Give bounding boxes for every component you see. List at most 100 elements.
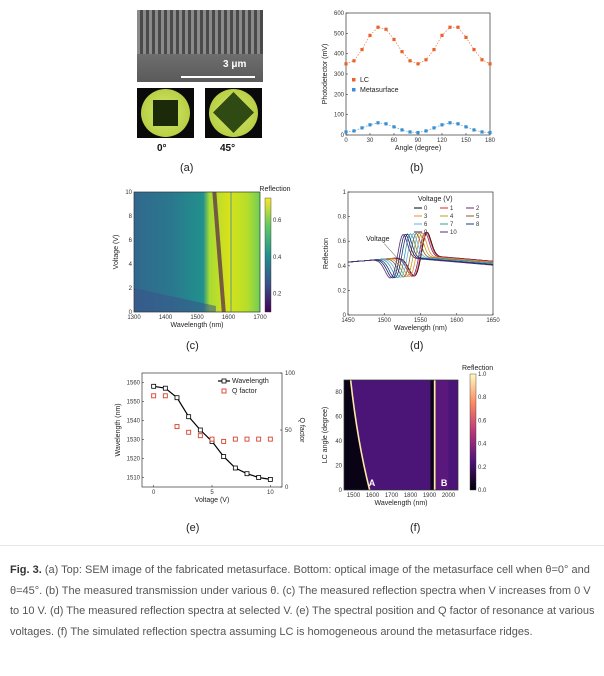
scale-bar-label: 3 μm [223, 59, 247, 70]
q-factor-point [232, 436, 238, 442]
y-tick-label: 40 [335, 439, 342, 445]
x-tick-label: 1450 [341, 318, 355, 324]
legend-label-3: 3 [424, 214, 428, 220]
legend-title: Voltage (V) [418, 196, 453, 203]
colorbar [264, 197, 272, 313]
legend-label-q-factor: Q factor [232, 388, 258, 395]
x-tick-label: 1700 [385, 493, 399, 499]
data-point-Metasurface [480, 130, 484, 134]
wavelength-point [162, 385, 168, 391]
data-point-Metasurface [392, 125, 396, 129]
y-axis-title: Wavelength (nm) [115, 403, 122, 456]
annotation-b: B [441, 478, 448, 488]
x-tick-label: 1600 [366, 493, 380, 499]
chart-c: 1300 1400 1500 1600 1700 0 2 4 6 8 10 Wavelength (n… [113, 186, 291, 329]
legend-label-10: 10 [450, 230, 457, 236]
right-region [435, 380, 449, 490]
y-tick-label: 0 [343, 313, 347, 319]
x-tick-label: 1500 [347, 493, 361, 499]
x-axis-title: Voltage (V) [195, 497, 230, 504]
heatmap-background [134, 192, 260, 312]
figure-caption: Fig. 3. (a) Top: SEM image of the fabric… [10, 560, 595, 642]
q-factor-point [209, 436, 215, 442]
colorbar-tick-label: 0.6 [273, 218, 282, 224]
caption-separator [0, 545, 604, 546]
q-factor-point [244, 436, 250, 442]
y-tick-label: 6 [129, 238, 133, 244]
voltage-arrow [384, 243, 399, 260]
wavelength-point [174, 395, 180, 401]
y-axis-title: LC angle (degree) [322, 407, 329, 463]
legend-label-LC: LC [360, 77, 369, 84]
data-point-LC [352, 59, 356, 63]
data-point-Metasurface [416, 130, 420, 135]
panel-label-b: (b) [410, 162, 424, 174]
data-point-Metasurface [352, 129, 356, 133]
wavelength-point [232, 465, 238, 471]
q-factor-point [221, 438, 227, 444]
y-tick-label: 1540 [127, 419, 141, 425]
optical-image-0deg [137, 88, 194, 138]
data-point-Metasurface [344, 130, 348, 134]
colorbar-tick-label: 0.0 [478, 488, 487, 494]
y2-axis-title: Q factor [298, 418, 305, 444]
data-point-LC [432, 48, 436, 52]
legend-label-wavelength: Wavelength [232, 378, 269, 385]
series-line-10V [347, 233, 494, 279]
legend-label-0: 0 [424, 206, 428, 212]
wavelength-line [153, 385, 271, 480]
colorbar-title: Reflection [462, 365, 493, 372]
data-point-Metasurface [488, 130, 492, 135]
y-tick-label: 600 [334, 11, 345, 17]
x-tick-label: 60 [391, 138, 398, 144]
figure-label: Fig. 3. [10, 564, 42, 576]
data-point-LC [392, 37, 396, 42]
y-tick-label: 0.6 [338, 239, 347, 245]
legend-marker-q-factor [221, 388, 227, 394]
y-tick-label: 0.2 [338, 288, 347, 294]
q-factor-point [186, 429, 192, 435]
angle-45-label: 45° [220, 143, 236, 154]
data-point-LC [384, 27, 388, 31]
x-tick-label: 0 [344, 138, 348, 144]
x-tick-label: 1600 [222, 315, 236, 321]
colorbar-tick-label: 1.0 [478, 372, 487, 378]
data-point-Metasurface [400, 128, 404, 132]
low-voltage-region [134, 288, 216, 312]
colorbar [469, 373, 477, 491]
angle-0-label: 0° [157, 143, 167, 154]
y-axis-title: Voltage (V) [113, 235, 120, 270]
data-point-LC [472, 48, 476, 52]
data-point-LC [408, 59, 412, 63]
panel-label-c: (c) [186, 340, 199, 352]
y-tick-label: 10 [125, 190, 132, 196]
y-tick-label: 0 [341, 133, 345, 139]
voltage-annotation: Voltage [366, 236, 389, 243]
y-tick-label: 8 [129, 214, 133, 220]
x-tick-label: 1900 [423, 493, 437, 499]
data-point-Metasurface [472, 128, 476, 132]
data-point-Metasurface [408, 130, 412, 134]
legend-label-4: 4 [450, 214, 454, 220]
colorbar-tick-label: 0.4 [273, 255, 282, 261]
colorbar-tick-label: 0.8 [478, 395, 487, 401]
data-point-LC [464, 35, 468, 39]
sem-image: 3 μm [137, 10, 263, 82]
q-factor-point [267, 436, 273, 442]
x-tick-label: 1300 [127, 315, 141, 321]
y-tick-label: 1 [343, 190, 347, 196]
legend-marker-LC [352, 78, 356, 82]
data-point-Metasurface [448, 121, 452, 125]
panel-label-d: (d) [410, 340, 424, 352]
x-tick-label: 5 [210, 490, 214, 496]
q-factor-point [162, 393, 168, 399]
resonance-band [212, 191, 226, 313]
y-tick-label: 500 [334, 31, 345, 37]
y-tick-label: 1530 [127, 438, 141, 444]
legend-marker-Metasurface [352, 88, 356, 92]
y-tick-label: 1550 [127, 400, 141, 406]
caption-text: (a) Top: SEM image of the fabricated met… [10, 564, 595, 638]
data-point-LC [488, 62, 492, 66]
data-point-Metasurface [360, 126, 364, 130]
y-tick-label: 300 [334, 72, 345, 78]
